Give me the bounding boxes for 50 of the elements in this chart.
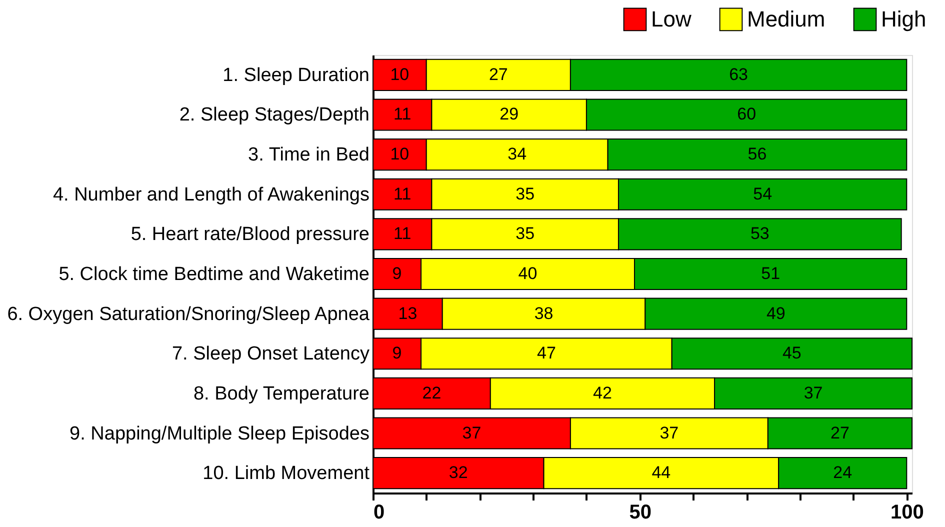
y-tick-label: 8. Body Temperature (193, 383, 370, 404)
data-label: 42 (593, 383, 612, 402)
data-label: 35 (516, 184, 535, 204)
x-tick-label: 50 (629, 502, 652, 524)
y-tick-label: 1. Sleep Duration (222, 64, 370, 86)
legend-label: Medium (747, 6, 826, 32)
data-label: 9 (392, 264, 402, 283)
data-label: 40 (518, 264, 538, 283)
x-tick-label: 100 (890, 502, 924, 524)
data-label: 37 (660, 423, 679, 442)
y-tick-label: 2. Sleep Stages/Depth (179, 104, 370, 126)
y-tick-label: 5. Clock time Bedtime and Waketime (58, 264, 370, 285)
data-label: 45 (782, 344, 802, 363)
y-tick-label: 7. Sleep Onset Latency (172, 344, 370, 365)
y-tick-label: 9. Napping/Multiple Sleep Episodes (70, 423, 370, 444)
data-label: 9 (392, 344, 402, 363)
data-label: 56 (748, 144, 767, 164)
data-label: 63 (729, 64, 748, 84)
data-label: 11 (394, 184, 412, 204)
data-label: 35 (516, 224, 535, 244)
data-label: 49 (766, 304, 786, 323)
data-label: 27 (830, 423, 850, 442)
legend-label: High (881, 6, 926, 32)
data-label: 10 (390, 64, 410, 84)
data-label: 11 (394, 224, 412, 244)
y-tick-label: 10. Limb Movement (202, 463, 370, 484)
y-tick-label: 3. Time in Bed (248, 144, 370, 166)
data-label: 24 (833, 463, 852, 482)
data-label: 29 (500, 104, 519, 124)
legend-label: Low (651, 6, 692, 32)
data-label: 38 (534, 304, 554, 323)
x-tick-label: 0 (374, 502, 385, 524)
data-label: 37 (462, 423, 482, 442)
data-label: 54 (753, 184, 772, 204)
data-label: 27 (488, 64, 508, 84)
y-tick-label: 4. Number and Length of Awakenings (52, 184, 370, 206)
data-label: 53 (750, 224, 770, 244)
data-label: 47 (536, 344, 556, 363)
data-label: 13 (398, 304, 418, 323)
data-label: 37 (804, 383, 823, 402)
data-label: 22 (422, 383, 442, 402)
data-label: 32 (448, 463, 468, 482)
data-label: 10 (390, 144, 410, 164)
y-tick-label: 5. Heart rate/Blood pressure (130, 224, 370, 246)
data-label: 44 (652, 463, 671, 482)
y-tick-label: 6. Oxygen Saturation/Snoring/Sleep Apnea (7, 304, 370, 325)
data-label: 60 (737, 104, 756, 124)
data-label: 51 (761, 264, 780, 283)
data-label: 11 (394, 104, 412, 124)
data-label: 34 (508, 144, 527, 164)
